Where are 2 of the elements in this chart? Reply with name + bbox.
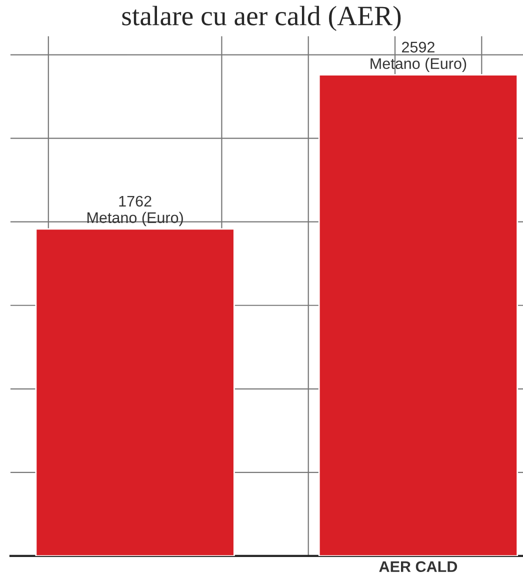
chart-title: stalare cu aer cald (AER): [122, 6, 401, 32]
x-tick-label: AER CALD: [379, 561, 458, 572]
